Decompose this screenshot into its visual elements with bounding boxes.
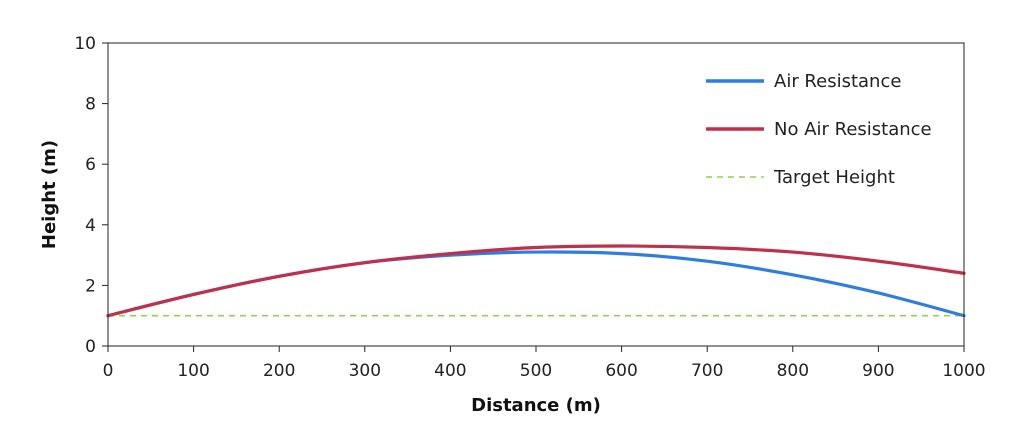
x-tick-label: 100 bbox=[177, 361, 209, 381]
y-tick-label: 4 bbox=[85, 216, 96, 236]
x-tick-label: 800 bbox=[777, 361, 809, 381]
x-tick-label: 900 bbox=[862, 361, 894, 381]
x-axis-ticks: 0 100 200 300 400 500 600 700 800 900 1000 bbox=[103, 346, 986, 381]
x-tick-label: 200 bbox=[263, 361, 295, 381]
x-tick-label: 400 bbox=[434, 361, 466, 381]
y-axis-ticks: 0 2 4 6 8 10 bbox=[74, 34, 108, 357]
y-tick-label: 10 bbox=[74, 34, 96, 54]
x-tick-label: 300 bbox=[349, 361, 381, 381]
y-axis-title: Height (m) bbox=[39, 140, 60, 249]
x-axis-title: Distance (m) bbox=[471, 395, 601, 416]
plot-lines bbox=[106, 244, 966, 318]
x-tick-label: 700 bbox=[691, 361, 723, 381]
x-tick-label: 600 bbox=[605, 361, 637, 381]
x-tick-label: 500 bbox=[520, 361, 552, 381]
y-tick-label: 6 bbox=[85, 155, 96, 175]
legend-label-no-air-resistance: No Air Resistance bbox=[774, 119, 932, 140]
x-tick-label: 1000 bbox=[942, 361, 985, 381]
y-tick-label: 8 bbox=[85, 95, 96, 115]
legend-label-target-height: Target Height bbox=[773, 167, 895, 188]
y-tick-label: 2 bbox=[85, 276, 96, 296]
x-tick-label: 0 bbox=[103, 361, 114, 381]
y-tick-label: 0 bbox=[85, 337, 96, 357]
legend: Air Resistance No Air Resistance Target He… bbox=[706, 71, 932, 188]
legend-label-air-resistance: Air Resistance bbox=[774, 71, 901, 92]
series-line-no-air-resistance bbox=[106, 244, 966, 318]
